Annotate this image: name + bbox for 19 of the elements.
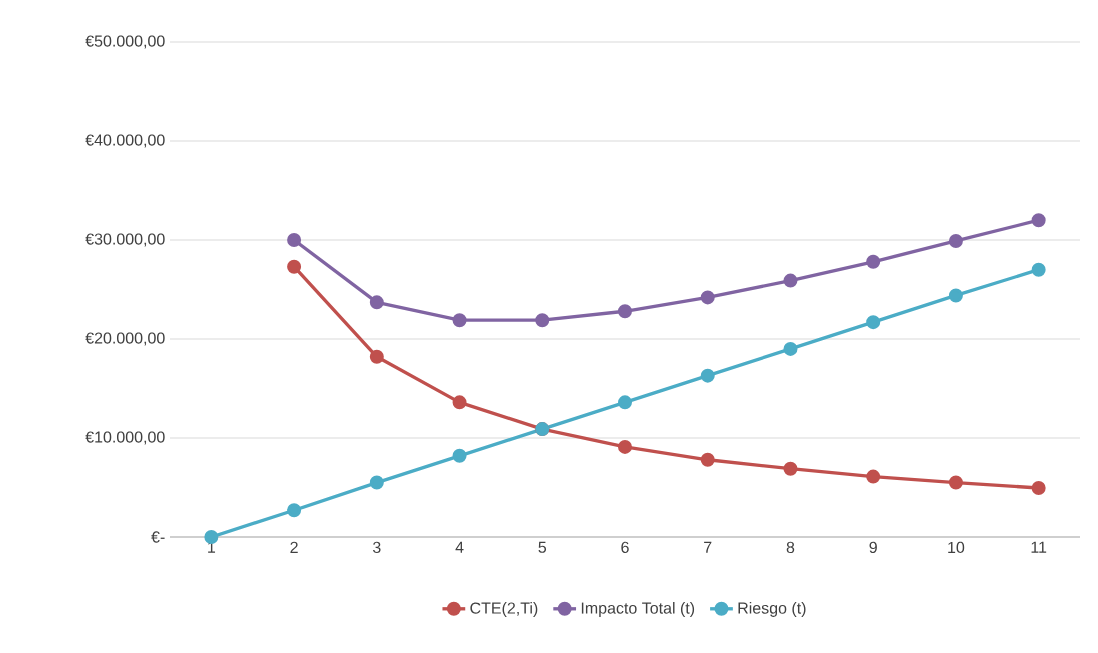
x-tick-label: 3 [372, 541, 381, 554]
y-tick-label: €- [151, 531, 165, 543]
x-tick-label: 7 [704, 541, 712, 553]
x-tick-label: 6 [621, 541, 629, 554]
y-tick-label: €40.000,00 [85, 134, 165, 148]
legend-label: CTE(2,Ti) [470, 602, 538, 617]
x-tick-label: 9 [869, 541, 877, 554]
x-tick-label: 11 [1031, 541, 1047, 553]
y-tick-label: €10.000,00 [85, 431, 165, 445]
x-tick-label: 5 [538, 541, 547, 553]
x-tick-label: 8 [786, 541, 795, 554]
y-tick-label: €30.000,00 [85, 233, 165, 247]
x-tick-label: 2 [290, 541, 298, 553]
x-tick-label: 4 [455, 541, 464, 553]
legend-label: Impacto Total (t) [581, 602, 695, 617]
legend-label: Riesgo (t) [738, 602, 806, 617]
x-tick-label: 10 [948, 541, 965, 554]
y-tick-label: €20.000,00 [85, 332, 165, 346]
y-tick-label: €50.000,00 [85, 35, 165, 49]
